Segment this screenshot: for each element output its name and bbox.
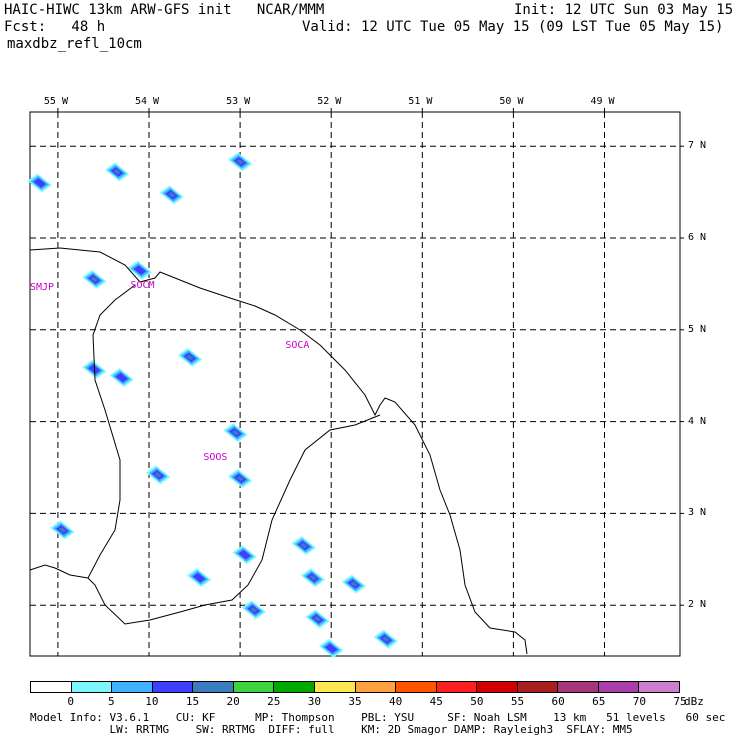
forecast-hour: Fcst: 48 h bbox=[4, 19, 106, 35]
colorbar-tick-label: 55 bbox=[510, 695, 525, 708]
reflectivity-cell bbox=[154, 472, 162, 478]
field-name: maxdbz_refl_10cm bbox=[7, 36, 142, 52]
reflectivity-cell bbox=[33, 177, 47, 188]
reflectivity-cell bbox=[250, 607, 258, 613]
lon-label: 51 W bbox=[408, 96, 433, 107]
reflectivity-colorbar bbox=[30, 681, 680, 693]
lat-label: 4 N bbox=[688, 415, 707, 427]
colorbar-tick-label: 35 bbox=[348, 695, 362, 708]
colorbar-tick-label: 60 bbox=[551, 695, 565, 708]
reflectivity-cell bbox=[232, 429, 240, 436]
model-info-line2: LW: RRTMG SW: RRTMG DIFF: full KM: 2D Sm… bbox=[30, 723, 633, 736]
colorbar-tick-label: 65 bbox=[592, 695, 606, 708]
colorbar-tick-label: 40 bbox=[389, 695, 403, 708]
colorbar-swatch bbox=[638, 682, 679, 692]
reflectivity-cell bbox=[309, 574, 317, 581]
colorbar-tick-label: 70 bbox=[632, 695, 646, 708]
reflectivity-layer bbox=[27, 152, 398, 658]
colorbar-swatch bbox=[476, 682, 517, 692]
colorbar-swatch bbox=[31, 682, 71, 692]
lat-label: 2 N bbox=[688, 599, 707, 611]
init-time: Init: 12 UTC Sun 03 May 15 bbox=[514, 2, 734, 18]
colorbar-swatch bbox=[395, 682, 436, 692]
lat-label: 5 N bbox=[688, 323, 707, 335]
colorbar-swatch bbox=[597, 682, 639, 692]
station-label: SOOS bbox=[203, 452, 228, 464]
colorbar-swatch bbox=[435, 682, 477, 692]
reflectivity-cell bbox=[90, 276, 98, 283]
model-info-line1: Model Info: V3.6.1 CU: KF MP: Thompson P… bbox=[30, 711, 726, 724]
colorbar-swatch bbox=[70, 682, 112, 692]
colorbar-tick-label: 45 bbox=[429, 695, 443, 708]
colorbar-swatch bbox=[557, 682, 598, 692]
colorbar-tick-label: 0 bbox=[67, 695, 74, 708]
colorbar-swatch bbox=[516, 682, 558, 692]
lat-lon-grid bbox=[30, 108, 684, 656]
lon-label: 54 W bbox=[135, 96, 160, 107]
reflectivity-cell bbox=[236, 159, 244, 165]
colorbar-tick-label: 25 bbox=[267, 695, 281, 708]
lat-label: 6 N bbox=[688, 232, 707, 243]
station-label: SOCA bbox=[285, 340, 310, 352]
colorbar-tick-label: 10 bbox=[145, 695, 159, 708]
reflectivity-cell bbox=[238, 549, 252, 560]
reflectivity-cell bbox=[314, 616, 322, 622]
station-label: SMJP bbox=[30, 282, 55, 294]
reflectivity-cell bbox=[236, 475, 244, 482]
colorbar-swatch bbox=[192, 682, 233, 692]
reflectivity-cell bbox=[350, 581, 358, 587]
colorbar-tick-label: 30 bbox=[307, 695, 321, 708]
model-title: HAIC-HIWC 13km ARW-GFS init NCAR/MMM bbox=[4, 2, 325, 18]
lat-label: 7 N bbox=[688, 140, 707, 152]
colorbar-tick-label: 50 bbox=[470, 695, 484, 708]
reflectivity-cell bbox=[113, 169, 121, 175]
colorbar-swatch bbox=[232, 682, 274, 692]
reflectivity-cell bbox=[382, 636, 390, 642]
colorbar-tick-label: 20 bbox=[226, 695, 240, 708]
lon-label: 55 W bbox=[43, 96, 68, 107]
suriname-brazil-border bbox=[29, 564, 89, 579]
reflectivity-cell bbox=[300, 542, 308, 549]
lon-label: 53 W bbox=[226, 96, 251, 107]
reflectivity-cell bbox=[133, 265, 147, 276]
colorbar-swatch bbox=[313, 682, 355, 692]
colorbar-swatch bbox=[111, 682, 152, 692]
lon-label: 52 W bbox=[317, 96, 342, 107]
station-label: SOCM bbox=[130, 279, 155, 291]
reflectivity-cell bbox=[186, 354, 194, 361]
coast-and-border bbox=[29, 247, 528, 655]
colorbar-swatch bbox=[273, 682, 314, 692]
french-guiana-brazil-border bbox=[87, 284, 381, 625]
reflectivity-cell bbox=[115, 372, 129, 383]
colorbar-swatch bbox=[151, 682, 193, 692]
reflectivity-cell bbox=[58, 527, 66, 533]
valid-time: Valid: 12 UTC Tue 05 May 15 (09 LST Tue … bbox=[302, 19, 724, 35]
country-borders bbox=[29, 247, 528, 655]
colorbar-tick-label: 15 bbox=[185, 695, 200, 708]
colorbar-tick-label: 5 bbox=[107, 695, 115, 708]
lat-label: 3 N bbox=[688, 507, 707, 519]
reflectivity-cell bbox=[192, 572, 206, 583]
colorbar-units: dBz bbox=[684, 695, 704, 708]
lon-label: 50 W bbox=[499, 96, 524, 107]
map-frame bbox=[29, 111, 681, 657]
lon-label: 49 W bbox=[590, 96, 615, 107]
colorbar-tick-label: 75 bbox=[673, 695, 687, 708]
reflectivity-cell bbox=[324, 643, 338, 654]
reflectivity-cell bbox=[168, 192, 176, 198]
colorbar-swatch bbox=[354, 682, 396, 692]
